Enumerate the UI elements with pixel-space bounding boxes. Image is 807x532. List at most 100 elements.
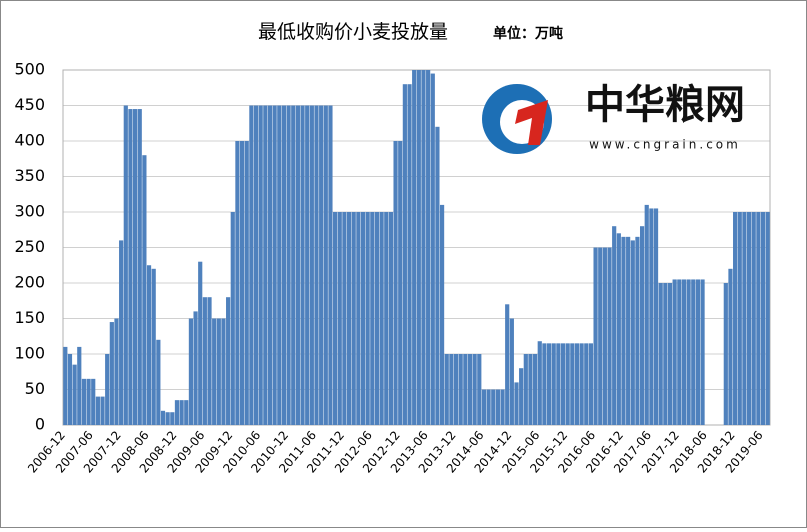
bar [63,346,68,425]
bar [249,105,254,425]
bar [607,247,612,425]
bar [412,70,417,425]
bar [700,279,705,425]
bar [449,354,454,425]
bar [128,109,133,426]
bar [309,105,314,425]
bar [486,389,491,425]
bar [337,212,342,425]
bar [579,343,584,425]
bar [244,141,249,425]
bar [230,212,235,425]
bar [477,354,482,425]
bar [272,105,277,425]
bar [160,410,166,425]
bar [216,318,221,425]
bar [398,141,403,425]
bar [360,212,366,425]
bar [253,105,259,425]
bar [630,240,635,425]
bar [146,265,152,425]
bar [426,70,431,425]
bar [663,283,668,425]
bar [481,389,487,425]
bar [495,389,500,425]
bar [560,343,566,425]
bar [142,155,147,425]
bar [323,105,328,425]
bar [509,318,514,425]
bar [393,141,398,425]
bar [616,233,621,425]
bar [639,226,645,425]
bar [151,268,156,425]
y-tick-label: 350 [14,166,45,185]
bar [291,105,296,425]
bar [221,318,226,425]
bar [370,212,375,425]
y-tick-label: 200 [14,273,45,292]
logo-icon-mark [515,100,548,145]
bar [593,247,598,425]
y-tick-label: 150 [14,308,45,327]
bar [137,109,142,426]
bar [681,279,687,425]
bar [584,343,589,425]
bar [602,247,607,425]
bar [314,105,319,425]
bar [184,400,189,425]
bar [505,304,510,425]
bar [300,105,305,425]
chart-title: 最低收购价小麦投放量 [258,21,448,43]
bar [351,212,356,425]
bar [277,105,282,425]
bar [565,343,570,425]
bar [342,212,347,425]
bar [165,412,170,425]
bar [491,389,496,425]
bar [67,354,73,425]
bar [533,354,538,425]
bar [207,297,212,425]
bar [119,240,124,425]
logo-name: 中华粮网 [585,82,745,128]
bar [514,382,519,425]
bar [239,141,245,425]
bar [384,212,389,425]
bar [174,400,180,425]
bar [105,354,110,425]
bar [635,236,640,425]
bar [733,212,738,425]
bar [365,212,370,425]
bar [528,354,533,425]
bar [612,226,617,425]
bar [91,378,96,425]
bar [737,212,742,425]
bar [170,412,175,425]
bar [156,339,161,425]
bar [751,212,756,425]
bar [86,378,91,425]
logo-url: www.cngrain.com [589,138,741,152]
bar [100,396,105,425]
bar [202,297,207,425]
bar [407,84,412,425]
bar [379,212,384,425]
bar [439,204,445,425]
y-tick-label: 0 [35,415,45,434]
bar [519,368,524,425]
bar [133,109,138,426]
bar [356,212,361,425]
bar [556,343,561,425]
bar [467,354,473,425]
chart-subtitle: 单位：万吨 [493,25,563,42]
bar [677,279,682,425]
bar [686,279,691,425]
bar [95,396,100,425]
plot-border [62,69,771,426]
bar [281,105,287,425]
bar [319,105,324,425]
bar [444,354,449,425]
bar [267,105,273,425]
